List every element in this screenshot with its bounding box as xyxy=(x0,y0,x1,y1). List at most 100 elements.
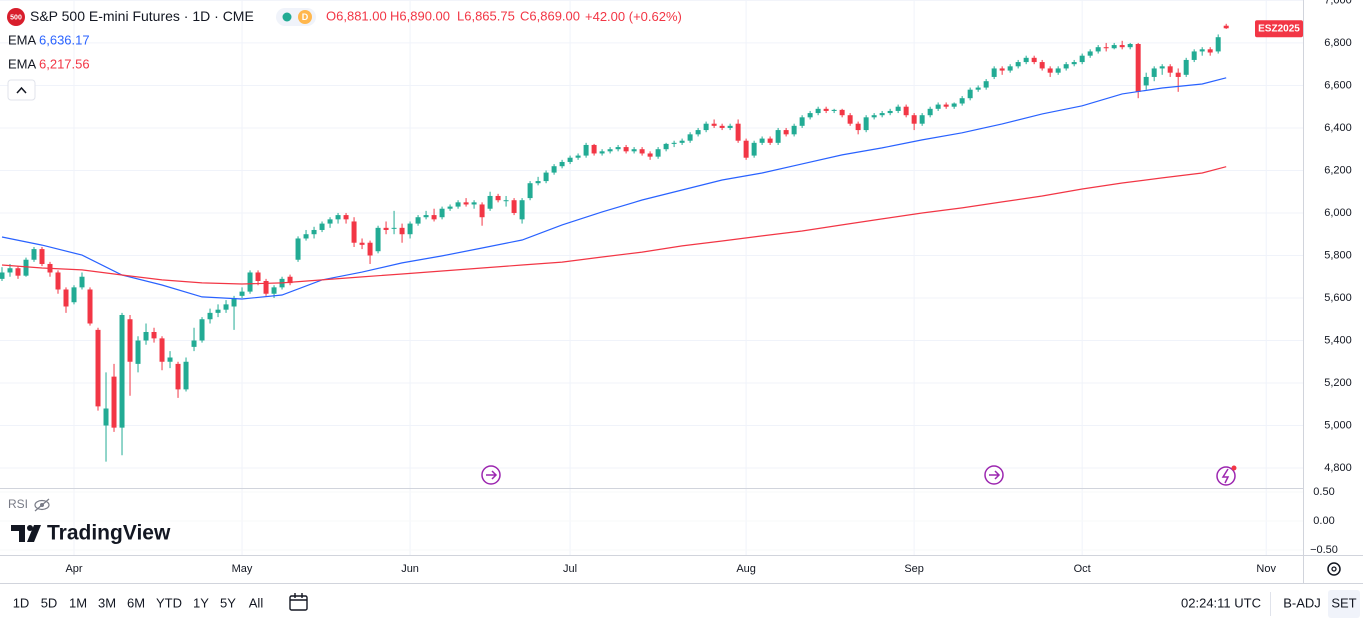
x-tick-label: Jun xyxy=(401,563,419,575)
candle-body xyxy=(1119,45,1125,48)
candle-body xyxy=(583,144,589,156)
plot xyxy=(0,23,1229,462)
event-icon[interactable] xyxy=(481,465,501,485)
candle-body xyxy=(327,219,333,224)
candle-body xyxy=(615,147,621,150)
candle-body xyxy=(135,340,141,364)
y-tick-label: 6,800 xyxy=(1324,37,1352,49)
candle-body xyxy=(447,206,453,209)
candle-body xyxy=(983,81,989,88)
candle-body xyxy=(935,104,941,109)
candle-body xyxy=(375,227,381,252)
ema-name: EMA xyxy=(8,32,37,47)
candle-body xyxy=(167,357,173,362)
candle-body xyxy=(495,195,501,201)
y-tick-label: 5,600 xyxy=(1324,292,1352,304)
hide-icon[interactable] xyxy=(34,498,50,512)
candle-body xyxy=(1087,51,1093,56)
session-button-bg[interactable] xyxy=(1328,590,1360,618)
range-button[interactable]: 5Y xyxy=(220,595,236,610)
candle-body xyxy=(1023,57,1029,63)
range-button[interactable]: 1D xyxy=(13,595,30,610)
candle-body xyxy=(559,161,565,167)
ema-name: EMA xyxy=(8,56,37,71)
symbol-logo xyxy=(7,8,25,26)
x-tick-label: Sep xyxy=(904,563,924,575)
brand-logo xyxy=(11,525,41,542)
date-range-icon[interactable] xyxy=(289,593,308,611)
candle-body xyxy=(791,125,797,135)
symbol-title[interactable]: S&P 500 E-mini Futures · 1D · CME xyxy=(30,8,254,24)
ohlc-value: 6,869.00 xyxy=(529,9,580,24)
candle-body xyxy=(39,249,45,264)
candle-body xyxy=(823,108,829,111)
symbol-logo-text: 500 xyxy=(10,14,22,21)
candle-body xyxy=(799,117,805,126)
brand-name: TradingView xyxy=(47,522,171,545)
candle-body xyxy=(207,312,213,320)
ohlc-label: C xyxy=(520,9,529,24)
range-button[interactable]: All xyxy=(249,595,264,610)
candle-body xyxy=(871,115,877,118)
settings-icon[interactable] xyxy=(1327,562,1341,576)
ohlc-label: L xyxy=(457,9,464,24)
collapse-button[interactable] xyxy=(7,79,36,101)
candle-body xyxy=(1095,47,1101,52)
candle-body xyxy=(719,125,725,128)
candle-body xyxy=(87,289,93,324)
candle-body xyxy=(487,195,493,209)
candle-body xyxy=(1007,66,1013,71)
candle-body xyxy=(591,144,597,154)
candle-body xyxy=(1079,55,1085,63)
adjust-button[interactable]: B-ADJ xyxy=(1283,595,1321,610)
candle-body xyxy=(367,242,373,256)
candle-body xyxy=(1143,76,1149,86)
ohlc-item: L6,865.75 xyxy=(457,9,515,24)
range-button[interactable]: 1Y xyxy=(193,595,209,610)
candle-body xyxy=(1047,68,1053,73)
candle-body xyxy=(415,217,421,224)
candle-body xyxy=(95,329,101,407)
candle-body xyxy=(1135,43,1141,92)
candle-body xyxy=(343,215,349,220)
candle-body xyxy=(431,215,437,220)
candle-body xyxy=(1215,37,1221,52)
y-tick-label: 6,400 xyxy=(1324,122,1352,134)
candle-body xyxy=(623,147,629,152)
x-tick-label: Aug xyxy=(736,563,756,575)
candle-body xyxy=(687,134,693,141)
range-button[interactable]: YTD xyxy=(156,595,182,610)
session-button[interactable]: SET xyxy=(1331,595,1356,610)
event-icon[interactable] xyxy=(1216,465,1237,486)
candle-body xyxy=(295,238,301,260)
candle-body xyxy=(767,138,773,143)
candle-body xyxy=(1039,62,1045,69)
candle-body xyxy=(815,108,821,114)
ohlc-legend: O6,881.00 H6,890.00 L6,865.75 C6,869.00 xyxy=(326,9,580,24)
candle-body xyxy=(31,249,37,260)
range-button[interactable]: 3M xyxy=(98,595,116,610)
candle-body xyxy=(879,113,885,116)
event-icon[interactable] xyxy=(984,465,1004,485)
ohlc-value: 6,881.00 xyxy=(336,9,387,24)
candle-body xyxy=(967,89,973,99)
range-button[interactable]: 1M xyxy=(69,595,87,610)
candle-body xyxy=(847,115,853,124)
candle-body xyxy=(895,106,901,111)
candle-body xyxy=(1159,66,1165,69)
candle-body xyxy=(191,340,197,347)
clock[interactable]: 02:24:11 UTC xyxy=(1181,595,1261,610)
ema-value: 6,636.17 xyxy=(39,32,90,47)
candle-body xyxy=(1199,49,1205,52)
range-button[interactable]: 6M xyxy=(127,595,145,610)
candle-body xyxy=(215,309,221,313)
candle-body xyxy=(783,130,789,135)
candle-body xyxy=(303,234,309,239)
range-button[interactable]: 5D xyxy=(41,595,58,610)
candle-body xyxy=(255,272,261,281)
y-tick-label: 6,000 xyxy=(1324,207,1352,219)
ohlc-item: O6,881.00 xyxy=(326,9,387,24)
candle-body xyxy=(1207,49,1213,53)
